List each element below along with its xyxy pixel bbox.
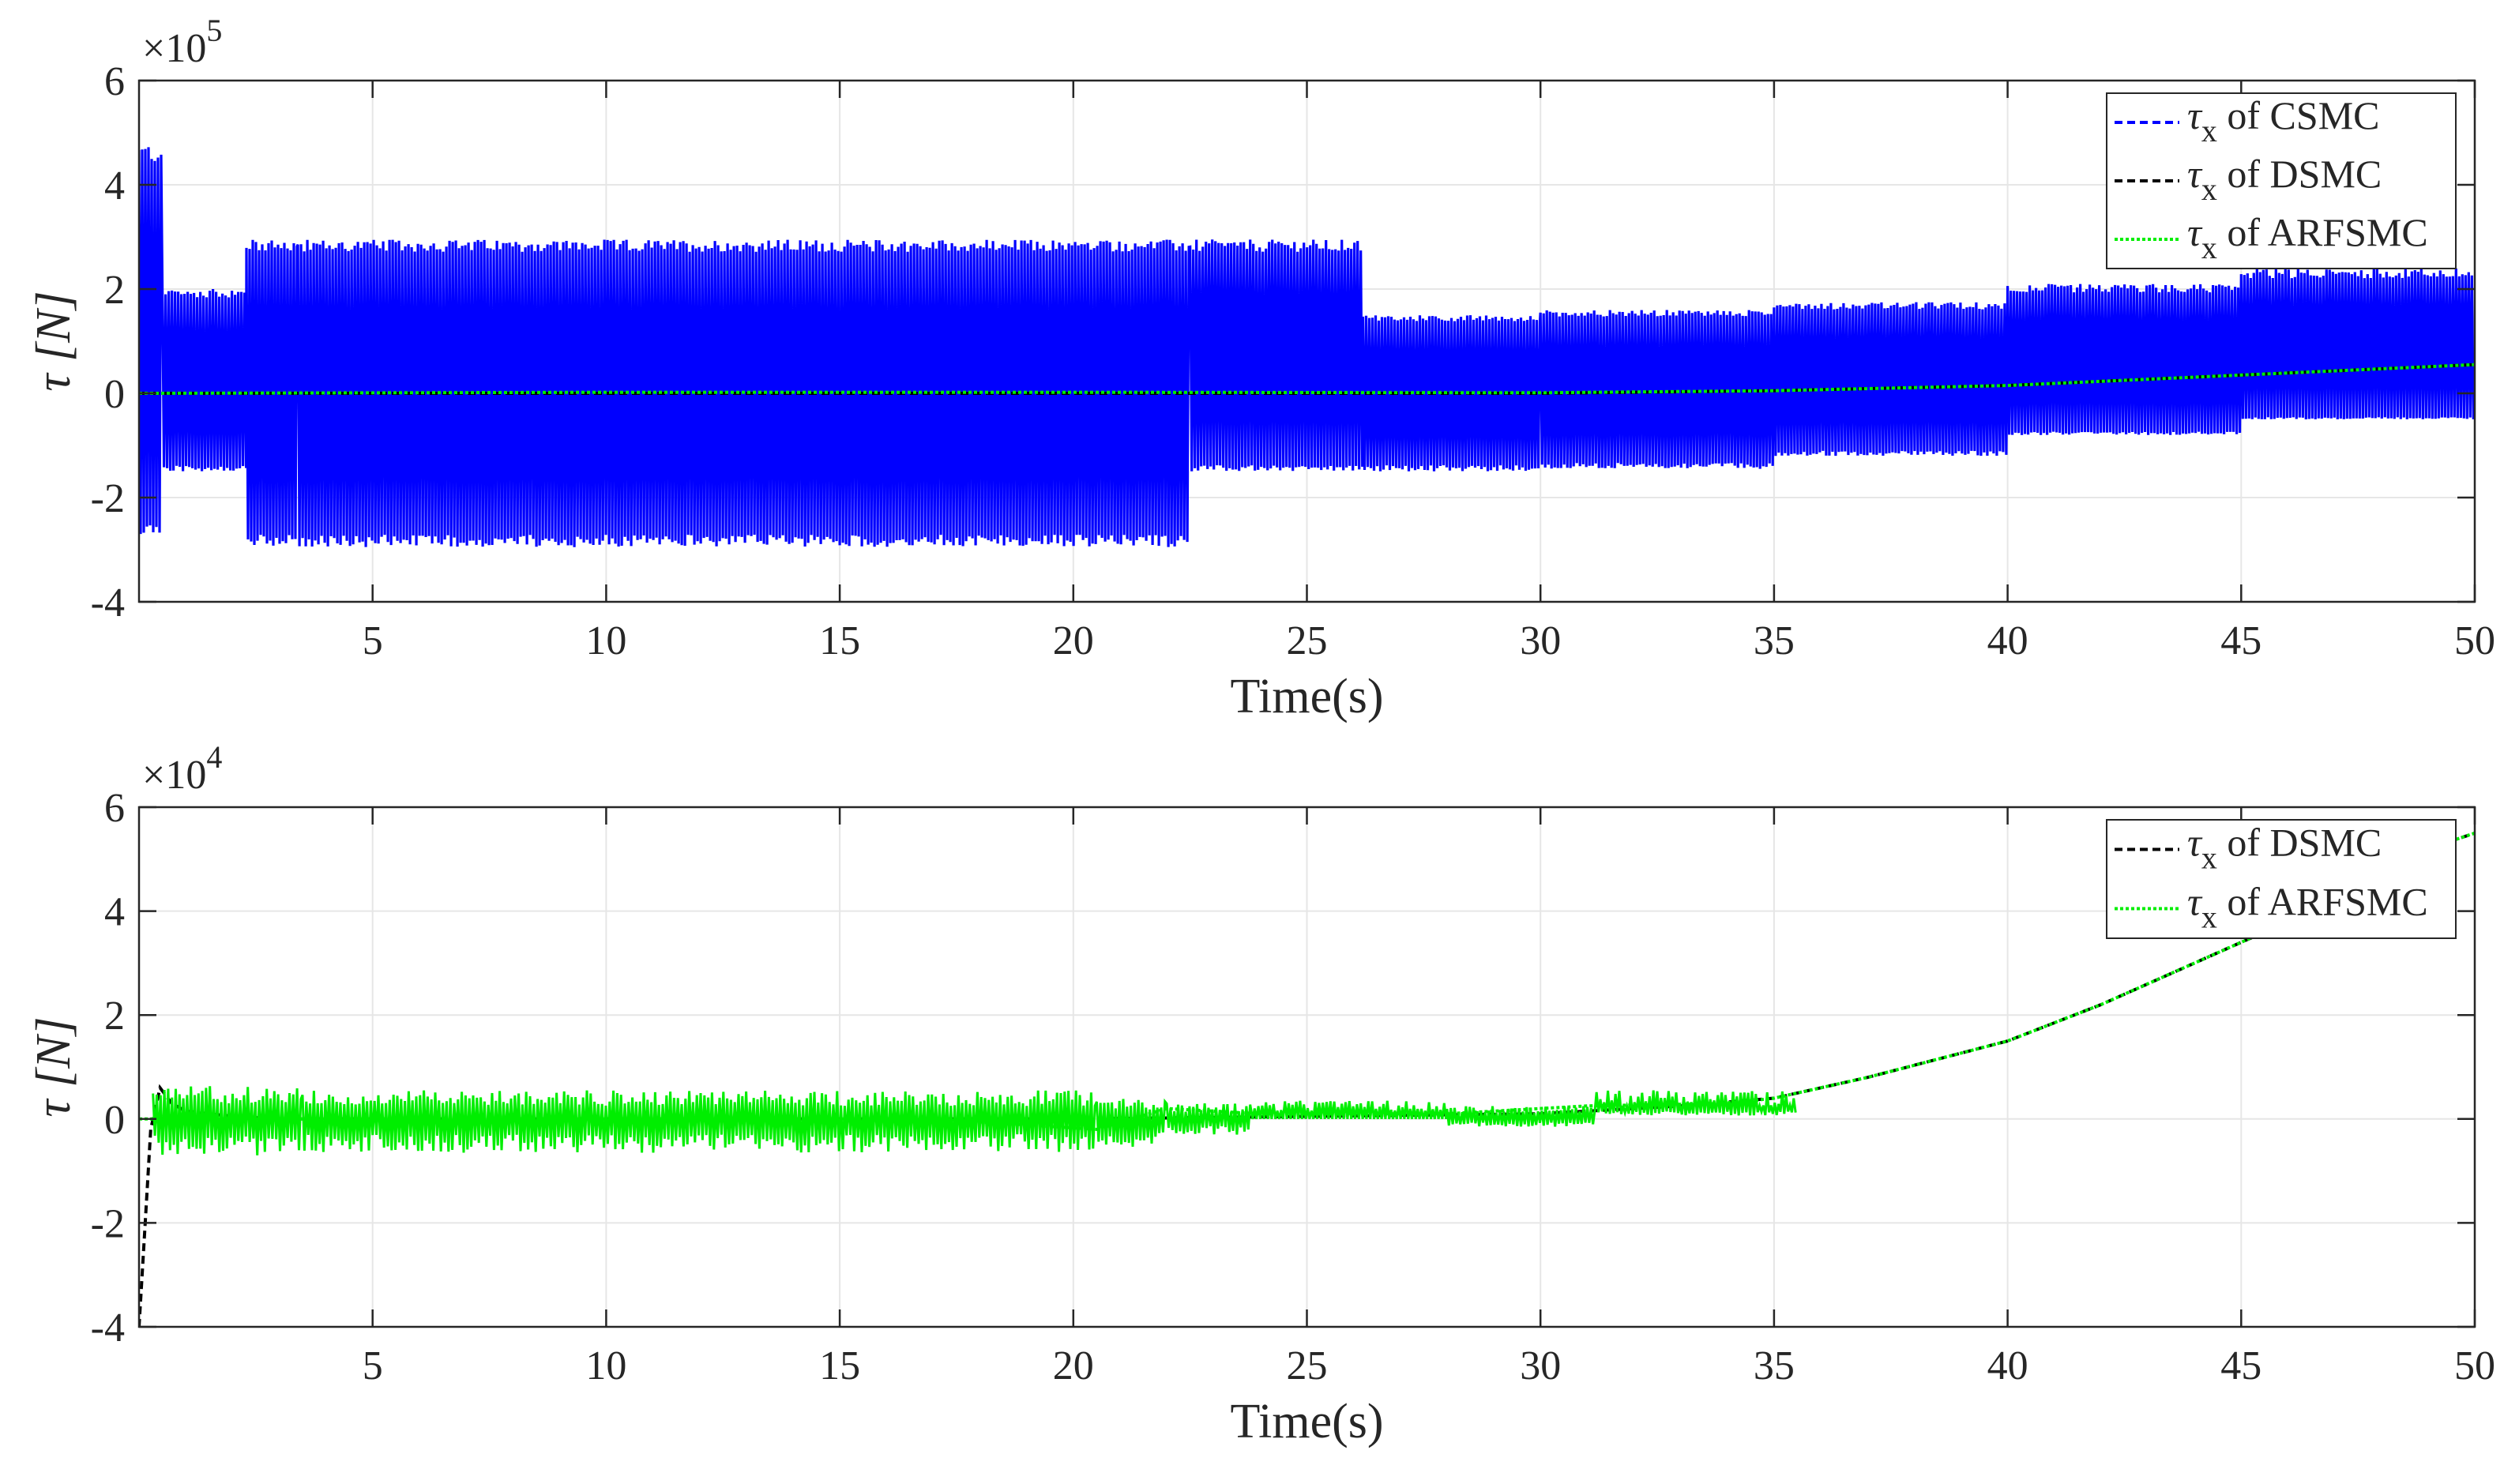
legend-entry: τx of ARFSMC [2187,210,2428,265]
y-tick-label: -2 [91,476,125,521]
x-tick-label: 25 [1287,1343,1328,1388]
x-tick-label: 30 [1520,618,1561,663]
x-tick-label: 35 [1754,1343,1795,1388]
x-tick-label: 35 [1754,618,1795,663]
x-tick-label: 15 [819,618,860,663]
series-band [139,147,2475,547]
y-tick-label: 6 [104,786,125,831]
legend-entry: τx of ARFSMC [2187,880,2428,935]
x-tick-label: 40 [1987,1343,2028,1388]
y-tick-label: -4 [91,1306,125,1351]
x-tick-label: 10 [585,1343,626,1388]
y-tick-label: 4 [104,163,125,209]
y-tick-label: 2 [104,994,125,1039]
x-tick-label: 25 [1287,618,1328,663]
series-line [139,363,2475,395]
x-tick-label: 5 [363,618,383,663]
top-subplot: 5 10 15 20 25 30 35 40 45 50-4-20246×105Time(s)τ … [27,13,2495,723]
x-tick-label: 45 [2220,1343,2261,1388]
bottom-subplot: 5 10 15 20 25 30 35 40 45 50-4-20246×104Time(s)τ … [27,739,2495,1448]
x-tick-label: 15 [819,1343,860,1388]
y-exponent-base: ×10 [142,753,206,798]
y-tick-label: 2 [104,268,125,313]
legend-label: of DSMC [2217,821,2382,865]
y-exponent-label: ×105 [142,13,222,71]
x-tick-label: 45 [2220,618,2261,663]
legend-entry: τx of DSMC [2187,152,2382,207]
y-tick-label: 0 [104,372,125,417]
legend-entry: τx of DSMC [2187,821,2382,876]
series-band [152,1086,1797,1155]
legend-label: of DSMC [2217,152,2382,196]
legend-symbol: τ [2187,880,2203,924]
legend-entry: τx of CSMC [2187,93,2380,148]
y-exponent-power: 4 [206,739,222,775]
legend-subscript: x [2201,113,2217,148]
legend-symbol: τ [2187,93,2203,137]
y-tick-label: -2 [91,1201,125,1246]
x-tick-label: 20 [1053,1343,1094,1388]
x-tick-label: 50 [2454,618,2495,663]
legend-subscript: x [2201,171,2217,207]
x-tick-label: 10 [585,618,626,663]
x-tick-label: 30 [1520,1343,1561,1388]
legend-symbol: τ [2187,152,2203,196]
y-exponent-label: ×104 [142,739,222,798]
legend-label: of ARFSMC [2217,210,2428,254]
y-tick-label: -4 [91,580,125,626]
legend-box [2106,819,2457,939]
y-tick-label: 0 [104,1098,125,1143]
y-axis-title: τ [N] [27,1016,81,1117]
legend-symbol: τ [2187,210,2203,254]
x-tick-label: 5 [363,1343,383,1388]
legend-subscript: x [2201,840,2217,876]
y-axis-title: τ [N] [27,291,81,391]
x-tick-label: 40 [1987,618,2028,663]
series-of-csmc [139,147,2475,547]
series-layer [139,147,2475,547]
x-tick-label: 50 [2454,1343,2495,1388]
x-tick-label: 20 [1053,618,1094,663]
x-axis-title: Time(s) [1230,670,1383,723]
y-exponent-power: 5 [206,13,222,48]
legend-label: of CSMC [2217,93,2380,137]
y-tick-label: 4 [104,890,125,935]
legend-label: of ARFSMC [2217,880,2428,924]
legend-subscript: x [2201,230,2217,265]
series-of-arfsmc [139,363,2475,395]
legend-subscript: x [2201,900,2217,935]
y-exponent-base: ×10 [142,26,206,71]
y-tick-label: 6 [104,59,125,104]
x-axis-title: Time(s) [1230,1395,1383,1448]
legend-symbol: τ [2187,821,2203,865]
